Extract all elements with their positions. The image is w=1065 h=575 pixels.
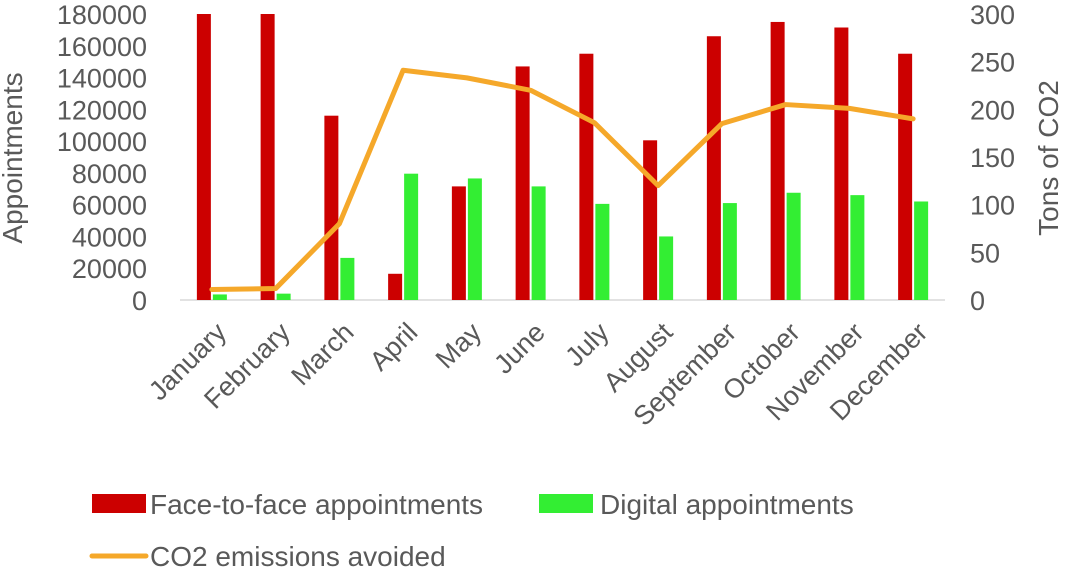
left-tick-label: 180000 <box>57 0 147 30</box>
face-to-face-bar <box>451 186 466 300</box>
right-tick-label: 100 <box>970 191 1015 221</box>
left-tick-label: 20000 <box>72 254 147 284</box>
right-tick-label: 0 <box>970 286 985 316</box>
line-series <box>209 67 916 293</box>
digital-bar <box>467 178 482 300</box>
category-label: April <box>364 317 423 376</box>
digital-bar <box>340 257 355 300</box>
face-to-face-bar <box>515 66 530 300</box>
left-tick-label: 60000 <box>72 191 147 221</box>
category-label: March <box>285 317 359 391</box>
digital-bar <box>212 294 227 300</box>
face-to-face-bar <box>579 53 594 300</box>
legend: Face-to-face appointments Digital appoin… <box>89 489 854 572</box>
y2-axis-title: Tons of CO2 <box>1033 80 1064 236</box>
face-to-face-bar <box>324 115 339 300</box>
digital-bar <box>531 186 546 300</box>
face-to-face-bar <box>643 140 658 300</box>
category-label: May <box>430 317 488 375</box>
left-tick-label: 0 <box>132 286 147 316</box>
left-tick-label: 140000 <box>57 64 147 94</box>
digital-bar <box>276 293 291 300</box>
category-label: July <box>559 317 615 373</box>
face-to-face-bar <box>388 273 403 300</box>
legend-label-face-to-face: Face-to-face appointments <box>150 489 483 520</box>
left-tick-label: 40000 <box>72 222 147 252</box>
y-axis-title: Appointments <box>0 72 28 243</box>
face-to-face-bar <box>260 14 275 300</box>
legend-label-digital: Digital appointments <box>600 489 854 520</box>
right-tick-label: 300 <box>970 0 1015 30</box>
digital-bar <box>722 203 737 300</box>
right-tick-label: 250 <box>970 48 1015 78</box>
face-to-face-bar <box>898 53 913 300</box>
face-to-face-bar <box>706 36 721 300</box>
left-tick-label: 100000 <box>57 127 147 157</box>
digital-bar <box>850 195 865 300</box>
bars <box>196 14 929 301</box>
digital-bar <box>786 192 801 300</box>
left-tick-label: 120000 <box>57 95 147 125</box>
left-tick-label: 80000 <box>72 159 147 189</box>
digital-bar <box>595 203 610 300</box>
legend-label-co2: CO2 emissions avoided <box>150 541 446 570</box>
digital-bar <box>659 236 674 300</box>
left-axis-ticks: 0200004000060000800001000001200001400001… <box>57 0 147 316</box>
category-label: June <box>488 317 551 380</box>
right-tick-label: 200 <box>970 95 1015 125</box>
right-tick-label: 150 <box>970 143 1015 173</box>
face-to-face-bar <box>834 27 849 301</box>
face-to-face-bar <box>196 14 211 300</box>
face-to-face-bar <box>770 21 785 300</box>
left-tick-label: 160000 <box>57 32 147 62</box>
digital-bar <box>404 173 419 300</box>
legend-swatch-digital <box>539 494 593 513</box>
right-axis-ticks: 0 50 100 150 200 250 300 <box>970 0 1015 316</box>
legend-swatch-face-to-face <box>92 494 146 513</box>
digital-bar <box>914 201 929 300</box>
right-tick-label: 50 <box>970 238 1000 268</box>
co2-line <box>209 67 916 293</box>
